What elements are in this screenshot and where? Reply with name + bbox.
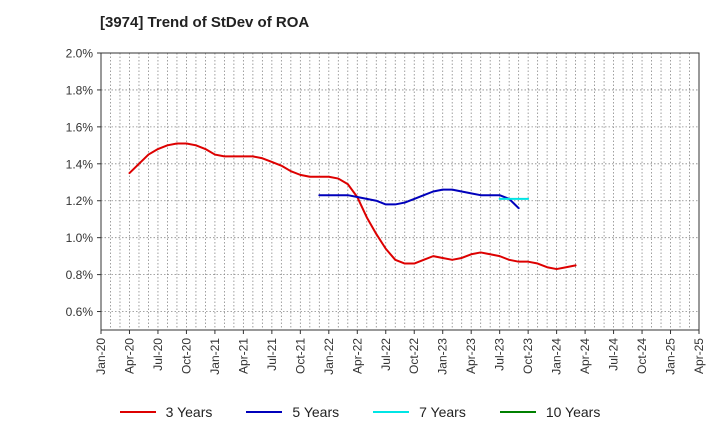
plot-frame [100, 52, 700, 331]
series-line-3-years [128, 142, 577, 271]
x-tick-label: Jul-22 [379, 338, 393, 371]
x-tick-label: Oct-23 [521, 338, 535, 374]
series-layer [128, 142, 577, 271]
x-tick-label: Jan-22 [322, 338, 336, 375]
grid-layer [101, 52, 699, 330]
x-tick-label: Oct-22 [407, 338, 421, 374]
x-tick-label: Jan-20 [94, 338, 108, 375]
y-tick-label: 1.8% [66, 83, 94, 97]
x-tick-label: Jan-21 [208, 338, 222, 375]
legend: 3 Years 5 Years 7 Years 10 Years [0, 404, 720, 420]
legend-swatch [119, 411, 156, 413]
y-tick-label: 1.6% [66, 120, 94, 134]
legend-label: 10 Years [545, 404, 601, 420]
x-tick-label: Jul-24 [607, 338, 621, 371]
y-tick-label: 0.6% [66, 305, 94, 319]
series-line-5-years [318, 188, 520, 210]
x-tick-label: Oct-21 [293, 338, 307, 374]
x-tick-label: Apr-22 [350, 338, 364, 374]
axis-layer: 0.6% 0.8% 1.0% 1.2% 1.4% 1.6% 1.8% 2.0% Jan-20 Ap… [66, 47, 706, 375]
legend-item: 7 Years [373, 404, 466, 420]
x-tick-label: Jan-24 [550, 338, 564, 375]
legend-swatch [246, 411, 283, 413]
x-tick-label: Apr-20 [122, 338, 136, 374]
y-tick-label: 1.4% [66, 157, 94, 171]
legend-label: 5 Years [292, 404, 340, 420]
x-tick-label: Apr-21 [236, 338, 250, 374]
y-tick-label: 0.8% [66, 268, 94, 282]
legend-label: 7 Years [419, 404, 466, 420]
y-tick-label: 1.2% [66, 194, 94, 208]
legend-item: 5 Years [246, 404, 339, 420]
x-tick-label: Oct-20 [179, 338, 193, 374]
y-tick-label: 2.0% [66, 47, 94, 61]
legend-item: 3 Years [119, 404, 213, 420]
x-tick-label: Jul-23 [493, 338, 507, 371]
legend-swatch [499, 411, 536, 413]
legend-swatch [373, 411, 410, 413]
legend-item: 10 Years [499, 404, 601, 420]
y-tick-label: 1.0% [66, 231, 94, 245]
x-tick-label: Jan-23 [436, 338, 450, 375]
chart: 0.6% 0.8% 1.0% 1.2% 1.4% 1.6% 1.8% 2.0% Jan-20 Ap… [66, 47, 706, 375]
legend-label: 3 Years [165, 404, 213, 420]
x-tick-label: Apr-23 [464, 338, 478, 374]
chart-title: [3974] Trend of StDev of ROA [100, 14, 310, 31]
x-tick-label: Jul-21 [265, 338, 279, 371]
x-tick-label: Oct-24 [635, 338, 649, 374]
x-tick-label: Apr-25 [692, 338, 706, 374]
x-tick-label: Jan-25 [664, 338, 678, 375]
x-tick-label: Apr-24 [578, 338, 592, 374]
x-tick-label: Jul-20 [151, 338, 165, 371]
